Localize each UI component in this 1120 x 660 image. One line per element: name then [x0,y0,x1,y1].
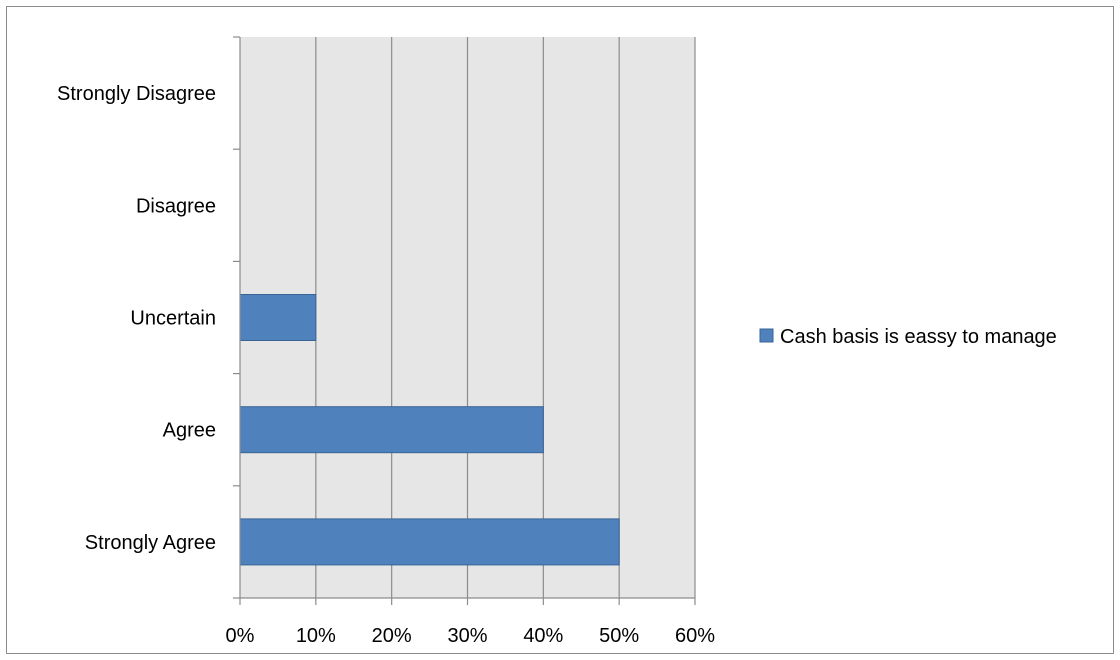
category-label: Agree [163,420,216,442]
category-labels: Strongly Agree Agree Uncertain Disagree Stro… [57,83,216,554]
gridlines [315,37,696,598]
bar-uncertain [239,293,317,342]
legend: Cash basis is eassy to manage [759,326,1057,348]
bar-agree [239,406,544,454]
x-tick-label: 20% [372,625,412,647]
x-tick-label: 30% [447,625,487,647]
legend-swatch [759,328,774,343]
category-label: Strongly Agree [85,532,216,554]
category-label: Disagree [136,195,216,217]
x-tick-label: 40% [523,625,563,647]
bar-strongly-agree [239,518,620,566]
x-tick-label: 0% [226,625,255,647]
axes [233,36,696,605]
category-label: Strongly Disagree [57,83,216,105]
x-tick-label: 60% [675,625,715,647]
tick-labels: 0% 10% 20% 30% 40% 50% 60% [226,625,716,647]
category-label: Uncertain [130,308,216,330]
bars [239,293,620,566]
legend-label: Cash basis is eassy to manage [780,326,1057,348]
x-tick-label: 10% [296,625,336,647]
x-tick-label: 50% [599,625,639,647]
